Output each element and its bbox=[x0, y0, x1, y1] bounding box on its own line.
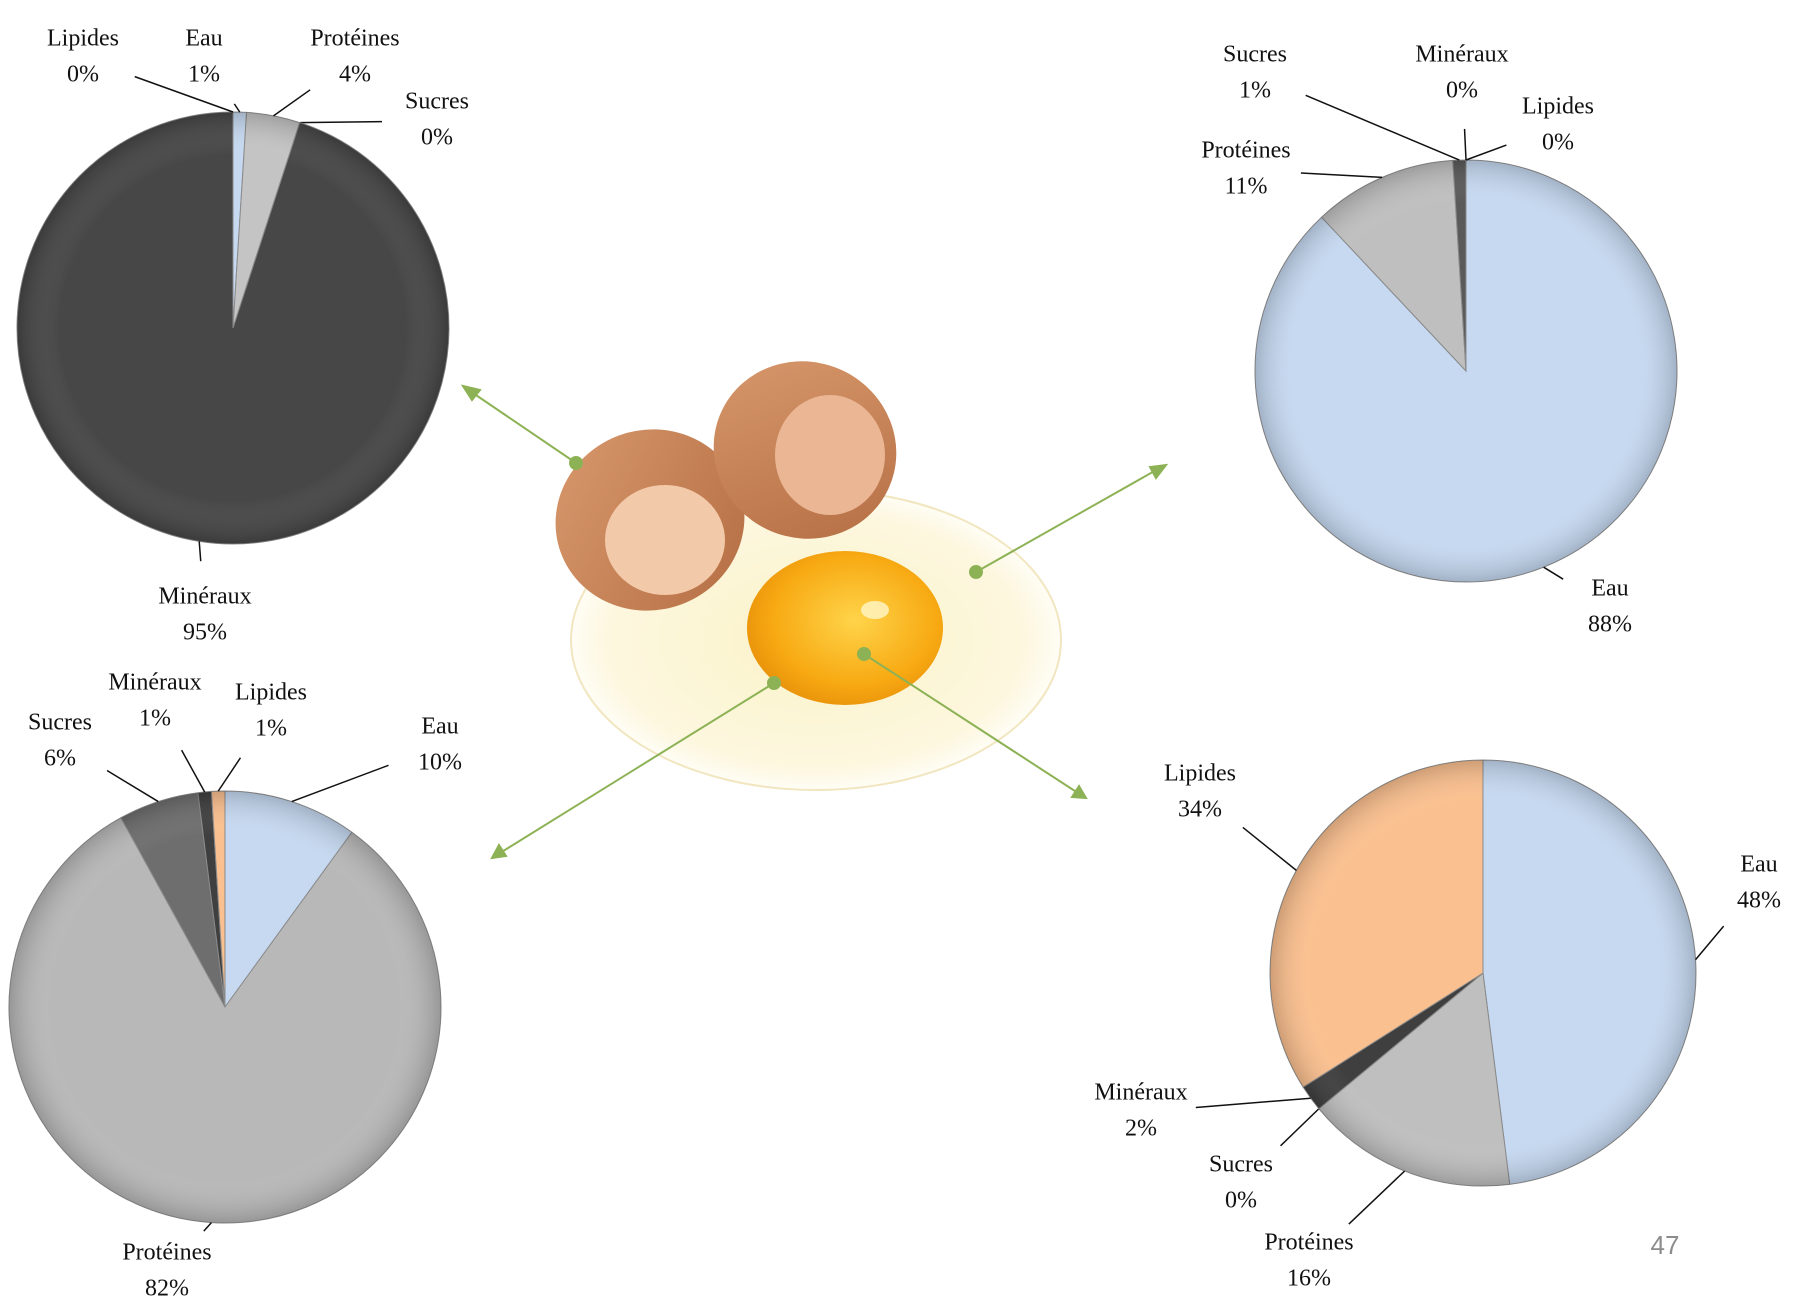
category-label: Minéraux bbox=[158, 584, 251, 610]
value-label: 48% bbox=[1737, 888, 1781, 914]
value-label: 82% bbox=[145, 1276, 189, 1300]
value-label: 1% bbox=[188, 62, 220, 88]
category-label: Protéines bbox=[1201, 138, 1290, 164]
pie-chart: Eau 48% Protéines 16% Sucres 0% Minéraux 2% Lipi… bbox=[1094, 759, 1781, 1292]
value-label: 1% bbox=[255, 716, 287, 742]
leader-line bbox=[1348, 1170, 1406, 1225]
value-label: 1% bbox=[1239, 78, 1271, 104]
value-label: 4% bbox=[339, 62, 371, 88]
category-label: Lipides bbox=[47, 26, 119, 52]
leader-line bbox=[1695, 925, 1725, 961]
leader-line bbox=[233, 103, 241, 113]
value-label: 1% bbox=[139, 706, 171, 732]
category-label: Eau bbox=[1591, 576, 1628, 602]
leader-line bbox=[299, 120, 383, 124]
category-label: Lipides bbox=[1164, 761, 1236, 787]
value-label: 0% bbox=[1542, 130, 1574, 156]
category-label: Protéines bbox=[122, 1240, 211, 1266]
category-label: Sucres bbox=[1223, 42, 1287, 68]
category-label: Lipides bbox=[1522, 94, 1594, 120]
leader-line bbox=[1242, 826, 1297, 871]
value-label: 6% bbox=[44, 746, 76, 772]
value-label: 0% bbox=[421, 125, 453, 151]
value-label: 0% bbox=[67, 62, 99, 88]
category-label: Minéraux bbox=[1415, 42, 1508, 68]
page-number: 47 bbox=[1651, 1230, 1680, 1260]
value-label: 0% bbox=[1225, 1188, 1257, 1214]
category-label: Sucres bbox=[28, 710, 92, 736]
leader-line bbox=[291, 764, 389, 803]
value-label: 10% bbox=[418, 750, 462, 776]
category-label: Eau bbox=[185, 26, 222, 52]
leader-line bbox=[203, 1222, 212, 1232]
leader-line bbox=[134, 75, 234, 113]
value-label: 95% bbox=[183, 620, 227, 646]
leader-line bbox=[1543, 566, 1564, 580]
value-label: 88% bbox=[1588, 612, 1632, 638]
category-label: Sucres bbox=[1209, 1152, 1273, 1178]
leader-line bbox=[106, 769, 159, 803]
category-label: Minéraux bbox=[1094, 1080, 1187, 1106]
category-label: Protéines bbox=[1264, 1230, 1353, 1256]
arrows bbox=[460, 384, 1169, 860]
category-label: Lipides bbox=[235, 680, 307, 706]
category-label: Sucres bbox=[405, 89, 469, 115]
category-label: Protéines bbox=[310, 26, 399, 52]
pie-chart: Eau 1% Protéines 4% Sucres 0% Minéraux 95% Lipid… bbox=[16, 26, 469, 646]
leader-line bbox=[198, 541, 202, 562]
category-label: Minéraux bbox=[108, 670, 201, 696]
pie-slice bbox=[1482, 759, 1697, 1185]
pie-chart: Eau 88% Protéines 11% Sucres 1% Minéraux 0% Lipi… bbox=[1201, 42, 1678, 638]
leader-line bbox=[1195, 1097, 1311, 1109]
leader-line bbox=[273, 89, 311, 117]
value-label: 34% bbox=[1178, 797, 1222, 823]
pie-chart: Eau 10% Protéines 82% Sucres 6% Minéraux 1% Lipi… bbox=[8, 670, 462, 1300]
value-label: 11% bbox=[1224, 174, 1267, 200]
leader-line bbox=[1465, 144, 1507, 161]
leader-line bbox=[1463, 128, 1467, 161]
category-label: Eau bbox=[1740, 852, 1777, 878]
leader-line bbox=[1305, 94, 1460, 161]
value-label: 2% bbox=[1125, 1116, 1157, 1142]
leader-line bbox=[180, 749, 206, 793]
leader-line bbox=[1280, 1108, 1320, 1147]
category-label: Eau bbox=[421, 714, 458, 740]
value-label: 16% bbox=[1287, 1266, 1331, 1292]
value-label: 0% bbox=[1446, 78, 1478, 104]
leader-line bbox=[1300, 172, 1383, 179]
leader-line bbox=[217, 757, 242, 792]
egg-illustration bbox=[555, 361, 1062, 791]
